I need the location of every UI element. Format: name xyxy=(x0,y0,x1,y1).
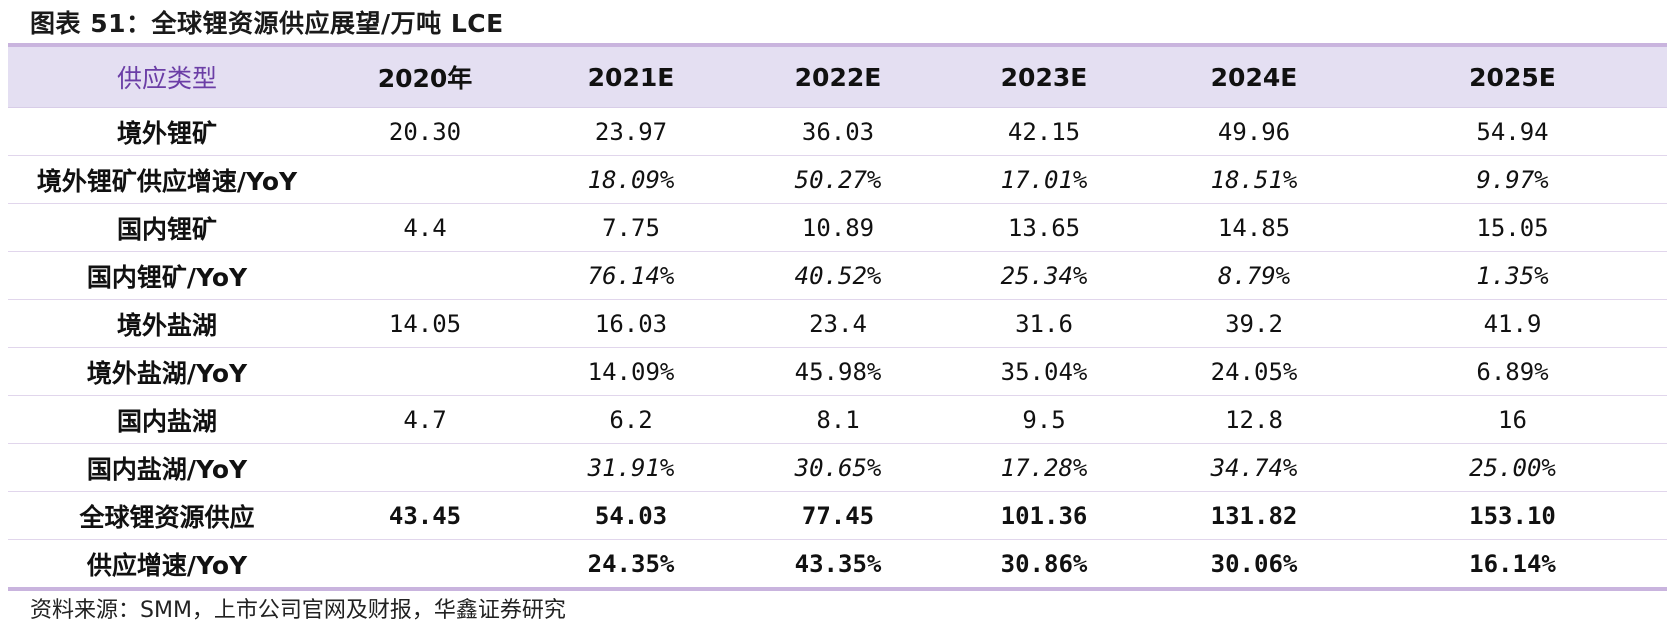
table-cell: 8.1 xyxy=(816,405,860,434)
table-cell: 16 xyxy=(1498,405,1527,434)
table-cell: 18.51% xyxy=(1210,165,1298,194)
row-label: 国内锂矿 xyxy=(116,214,217,244)
table-cell: 45.98% xyxy=(794,357,882,386)
table-cell: 41.9 xyxy=(1483,309,1542,338)
table-cell: 14.09% xyxy=(587,357,675,386)
table-row: 境外盐湖/YoY 14.09% 45.98% 35.04% 24.05% 6.89% xyxy=(8,348,1667,396)
table-cell: 49.96 xyxy=(1217,117,1291,146)
row-label: 境外锂矿 xyxy=(116,118,217,148)
source-note: 资料来源：SMM，上市公司官网及财报，华鑫证券研究 xyxy=(30,598,566,623)
header-supply-type: 供应类型 xyxy=(116,64,217,93)
header-2025e: 2025E xyxy=(1469,62,1556,92)
header-2021e: 2021E xyxy=(587,62,675,92)
table-cell: 131.82 xyxy=(1210,501,1298,530)
table-row: 国内锂矿/YoY 76.14% 40.52% 25.34% 8.79% 1.35% xyxy=(8,252,1667,300)
table-cell: 30.06% xyxy=(1210,549,1298,578)
table-row: 全球锂资源供应 43.45 54.03 77.45 101.36 131.82 153.10 xyxy=(8,492,1667,540)
row-label: 境外锂矿供应增速/YoY xyxy=(36,166,298,196)
table-cell: 36.03 xyxy=(801,117,875,146)
table-cell: 30.86% xyxy=(1000,549,1088,578)
table-row: 国内盐湖/YoY 31.91% 30.65% 17.28% 34.74% 25.00% xyxy=(8,444,1667,492)
row-label: 国内盐湖/YoY xyxy=(86,454,248,484)
table-cell: 77.45 xyxy=(801,501,875,530)
table-cell: 4.7 xyxy=(403,405,447,434)
table-header-row: 供应类型 2020年 2021E 2022E 2023E 2024E 2025E xyxy=(8,47,1667,108)
table-cell: 7.75 xyxy=(602,213,660,242)
header-2023e: 2023E xyxy=(1000,62,1088,92)
table-cell: 31.6 xyxy=(1015,309,1073,338)
table-body: 境外锂矿 20.30 23.97 36.03 42.15 49.96 54.94 境外锂矿供应… xyxy=(8,108,1667,587)
table-cell: 39.2 xyxy=(1225,309,1283,338)
table-cell: 25.00% xyxy=(1469,453,1556,482)
table-title: 图表 51：全球锂资源供应展望/万吨 LCE xyxy=(30,9,504,38)
table-cell: 6.2 xyxy=(609,405,653,434)
table-cell: 10.89 xyxy=(801,213,875,242)
table-cell: 30.65% xyxy=(794,453,882,482)
row-label: 境外盐湖/YoY xyxy=(86,358,248,388)
table-cell: 15.05 xyxy=(1476,213,1549,242)
table-cell: 8.79% xyxy=(1217,261,1291,290)
table-cell: 76.14% xyxy=(587,261,675,290)
header-2022e: 2022E xyxy=(794,62,882,92)
header-2024e: 2024E xyxy=(1210,62,1298,92)
table-cell: 25.34% xyxy=(1000,261,1088,290)
table-cell: 24.05% xyxy=(1210,357,1298,386)
table-row: 境外锂矿 20.30 23.97 36.03 42.15 49.96 54.94 xyxy=(8,108,1667,156)
table-cell: 9.97% xyxy=(1476,165,1549,194)
table-row: 国内盐湖 4.7 6.2 8.1 9.5 12.8 16 xyxy=(8,396,1667,444)
table-cell: 101.36 xyxy=(1000,501,1088,530)
header-2020: 2020年 xyxy=(377,64,473,93)
table-row: 供应增速/YoY 24.35% 43.35% 30.86% 30.06% 16.14% xyxy=(8,540,1667,587)
table-cell: 23.4 xyxy=(809,309,867,338)
table-cell: 16.03 xyxy=(594,309,668,338)
table-cell: 34.74% xyxy=(1210,453,1298,482)
table-cell: 153.10 xyxy=(1469,501,1556,530)
lithium-supply-table: 供应类型 2020年 2021E 2022E 2023E 2024E 2025E… xyxy=(8,43,1667,591)
table-cell: 4.4 xyxy=(403,213,447,242)
table-cell: 1.35% xyxy=(1476,261,1549,290)
table-cell: 35.04% xyxy=(1000,357,1088,386)
row-label: 境外盐湖 xyxy=(116,310,217,340)
table-cell: 9.5 xyxy=(1022,405,1066,434)
table-cell: 54.94 xyxy=(1476,117,1549,146)
table-row: 境外盐湖 14.05 16.03 23.4 31.6 39.2 41.9 xyxy=(8,300,1667,348)
table-cell: 54.03 xyxy=(594,501,668,530)
row-label: 全球锂资源供应 xyxy=(79,502,255,532)
table-cell: 42.15 xyxy=(1007,117,1081,146)
table-cell: 43.45 xyxy=(388,501,462,530)
table-cell: 43.35% xyxy=(794,549,882,578)
table-cell: 24.35% xyxy=(587,549,675,578)
row-label: 供应增速/YoY xyxy=(86,550,248,580)
table-cell: 50.27% xyxy=(794,165,882,194)
table-cell: 14.05 xyxy=(388,309,462,338)
table-cell: 20.30 xyxy=(388,117,462,146)
table-cell: 13.65 xyxy=(1007,213,1081,242)
table-cell: 23.97 xyxy=(594,117,668,146)
table-cell: 17.01% xyxy=(1000,165,1088,194)
table-cell: 12.8 xyxy=(1225,405,1283,434)
table-cell: 31.91% xyxy=(587,453,675,482)
table-cell: 40.52% xyxy=(794,261,882,290)
table-cell: 17.28% xyxy=(1000,453,1088,482)
row-label: 国内盐湖 xyxy=(116,406,217,436)
table-row: 国内锂矿 4.4 7.75 10.89 13.65 14.85 15.05 xyxy=(8,204,1667,252)
table-cell: 16.14% xyxy=(1469,549,1556,578)
row-label: 国内锂矿/YoY xyxy=(86,262,248,292)
table-row: 境外锂矿供应增速/YoY 18.09% 50.27% 17.01% 18.51% 9.97… xyxy=(8,156,1667,204)
table-cell: 18.09% xyxy=(587,165,675,194)
table-cell: 14.85 xyxy=(1217,213,1291,242)
table-cell: 6.89% xyxy=(1476,357,1549,386)
